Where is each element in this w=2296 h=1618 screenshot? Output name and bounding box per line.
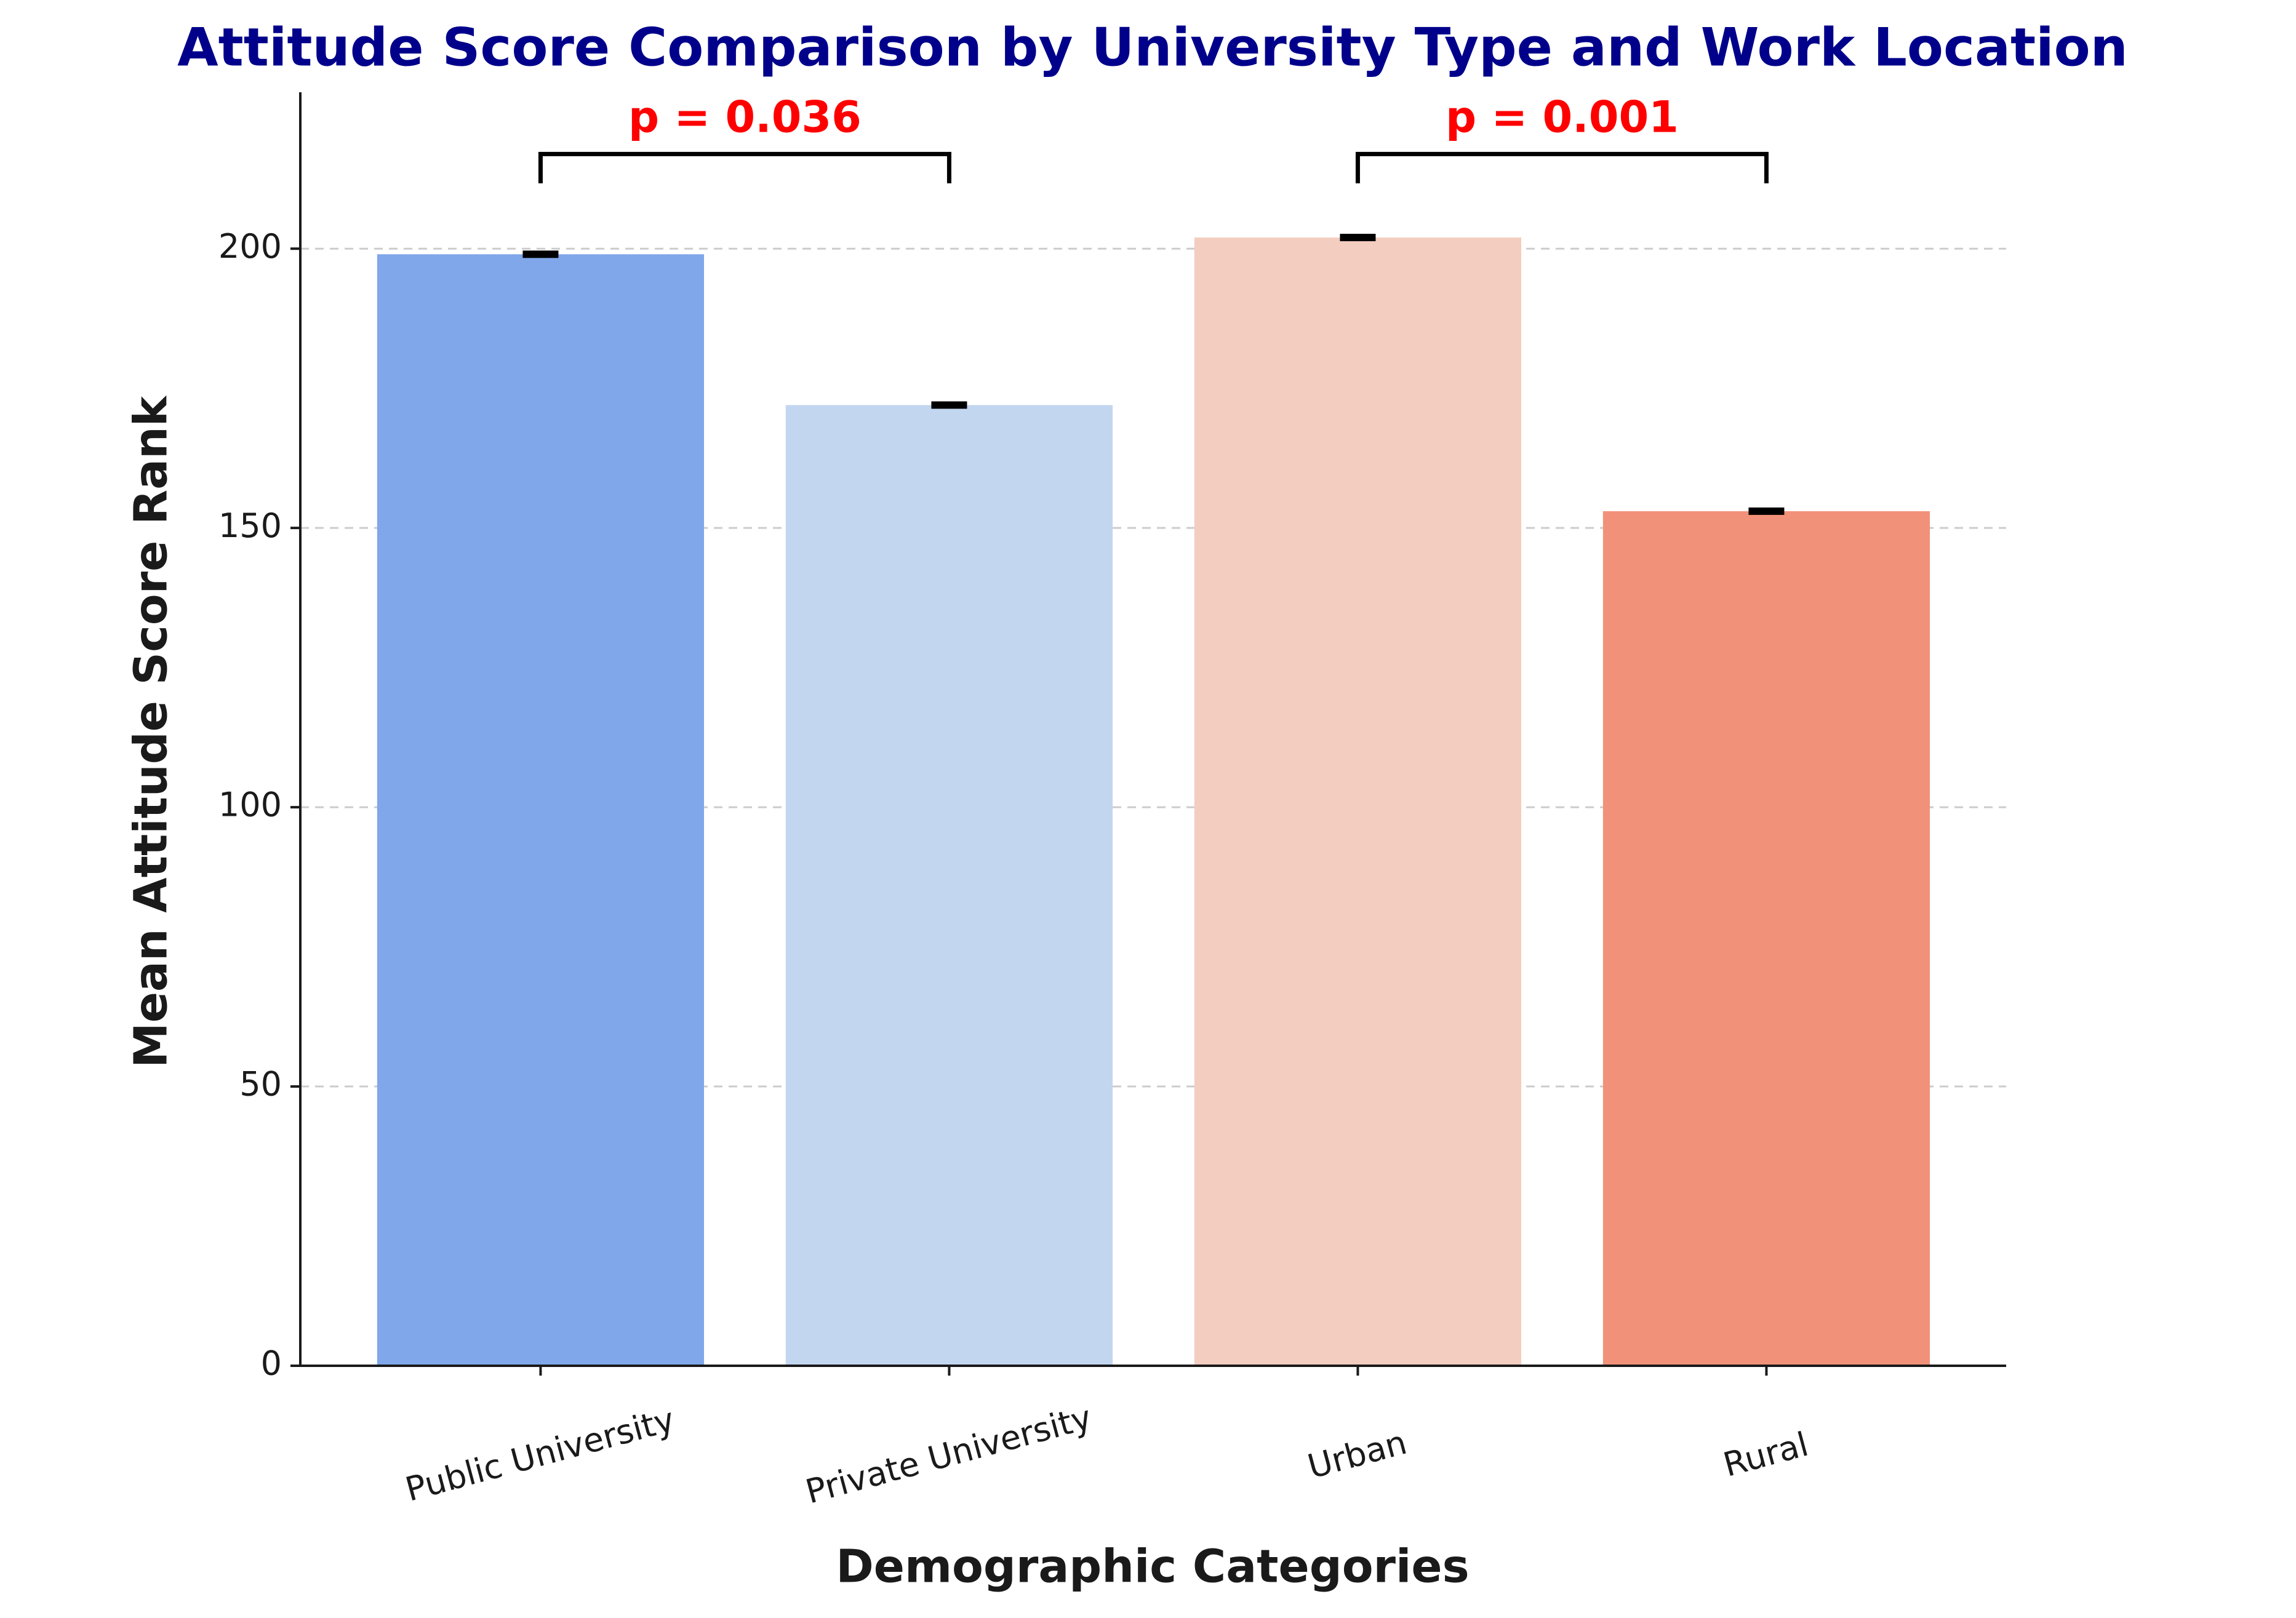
bar [377,254,705,1366]
bar [1194,237,1522,1366]
error-bar [931,401,967,409]
bar [785,405,1113,1366]
error-bar [1340,234,1376,242]
error-bar [1748,507,1785,515]
x-tick-label: Private University [802,1398,1096,1512]
significance-bracket [1355,151,1769,183]
y-tick-label: 50 [239,1065,282,1104]
y-tick-label: 200 [218,227,282,266]
p-value-annotation: p = 0.001 [1446,92,1679,142]
significance-bracket [538,151,951,183]
chart-title: Attitude Score Comparison by University … [177,17,2128,78]
y-tick-label: 0 [261,1344,282,1383]
y-axis-label: Mean Attitude Score Rank [125,395,178,1068]
p-value-annotation: p = 0.036 [628,92,862,142]
x-axis-label: Demographic Categories [836,1540,1469,1593]
x-tick-label: Public University [401,1400,678,1509]
error-bar [522,250,559,258]
y-tick-label: 100 [218,786,282,824]
x-tick-label: Rural [1719,1425,1812,1484]
x-tick-label: Urban [1303,1423,1410,1486]
bar [1602,511,1930,1366]
y-tick-label: 150 [218,506,282,545]
